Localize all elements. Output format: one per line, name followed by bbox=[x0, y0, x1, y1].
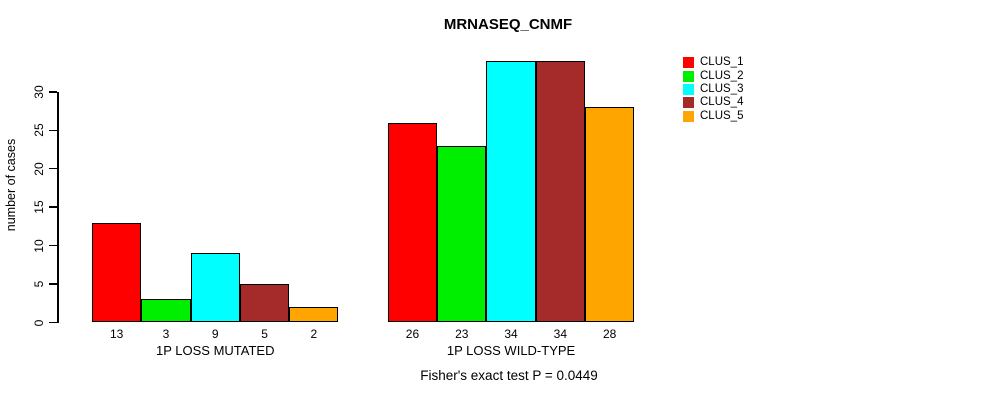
bar-value-label: 23 bbox=[455, 326, 469, 341]
bar-value-label: 34 bbox=[504, 326, 518, 341]
legend-label: CLUS_5 bbox=[700, 109, 744, 122]
y-axis-tick-label: 0 bbox=[32, 319, 46, 326]
y-axis-tick-label: 25 bbox=[32, 123, 46, 137]
bar-value-label: 5 bbox=[261, 326, 268, 341]
y-axis-title: number of cases bbox=[4, 138, 18, 232]
bar-clus_1-2 bbox=[387, 122, 438, 323]
legend-swatch-icon bbox=[683, 70, 694, 82]
bar-value-label: 2 bbox=[310, 326, 318, 341]
bar-clus_5-2 bbox=[585, 107, 635, 323]
y-axis-tick-label: 20 bbox=[32, 162, 46, 176]
legend-swatch-icon bbox=[683, 97, 694, 109]
y-axis-tick bbox=[49, 91, 57, 93]
bar-value-label: 26 bbox=[405, 326, 420, 341]
y-axis-tick bbox=[49, 244, 57, 247]
bar-clus_4-1 bbox=[239, 284, 290, 323]
bar-value-label: 28 bbox=[602, 326, 617, 341]
y-axis-tick-label: 5 bbox=[32, 280, 46, 288]
legend-label: CLUS_1 bbox=[700, 56, 744, 69]
y-axis-tick bbox=[49, 321, 57, 324]
chart-title: MRNASEQ_CNMF bbox=[443, 16, 573, 33]
bar-value-label: 13 bbox=[109, 326, 124, 341]
bar-clus_3-1 bbox=[190, 253, 240, 323]
legend-swatch-icon bbox=[683, 83, 694, 95]
bar-clus_1-1 bbox=[92, 222, 142, 323]
bar-clus_2-2 bbox=[437, 145, 487, 323]
legend-label: CLUS_2 bbox=[700, 69, 744, 82]
x-group-label: 1P LOSS MUTATED bbox=[156, 343, 275, 358]
bar-clus_2-1 bbox=[141, 299, 191, 323]
legend: CLUS_1 CLUS_2 CLUS_3 CLUS_4 CLUS_5 bbox=[683, 56, 743, 123]
bar-clus_4-2 bbox=[535, 61, 585, 323]
bar-clus_3-2 bbox=[486, 61, 536, 323]
legend-entry-clus_1: CLUS_1 bbox=[683, 56, 743, 69]
legend-entry-clus_4: CLUS_4 bbox=[683, 96, 743, 109]
y-axis-tick-label: 10 bbox=[32, 238, 46, 253]
legend-label: CLUS_3 bbox=[700, 82, 744, 95]
y-axis-tick bbox=[49, 129, 57, 131]
y-axis-tick bbox=[49, 167, 57, 170]
legend-swatch-icon bbox=[683, 110, 694, 122]
legend-entry-clus_3: CLUS_3 bbox=[683, 83, 743, 96]
bar-value-label: 34 bbox=[553, 326, 568, 341]
y-axis-tick bbox=[49, 206, 57, 208]
legend-swatch-icon bbox=[683, 57, 694, 69]
bar-value-label: 3 bbox=[162, 326, 170, 341]
x-group-label: 1P LOSS WILD-TYPE bbox=[446, 343, 576, 358]
y-axis-line bbox=[57, 91, 59, 324]
legend-label: CLUS_4 bbox=[700, 96, 744, 109]
bar-clus_5-1 bbox=[289, 307, 339, 323]
legend-entry-clus_2: CLUS_2 bbox=[683, 69, 743, 82]
y-axis-tick bbox=[49, 283, 57, 285]
legend-entry-clus_5: CLUS_5 bbox=[683, 110, 743, 123]
y-axis-tick-label: 15 bbox=[32, 200, 46, 214]
y-axis-tick-label: 30 bbox=[32, 85, 46, 99]
fisher-test-annotation: Fisher's exact test P = 0.0449 bbox=[420, 368, 598, 383]
bar-value-label: 9 bbox=[211, 326, 219, 341]
